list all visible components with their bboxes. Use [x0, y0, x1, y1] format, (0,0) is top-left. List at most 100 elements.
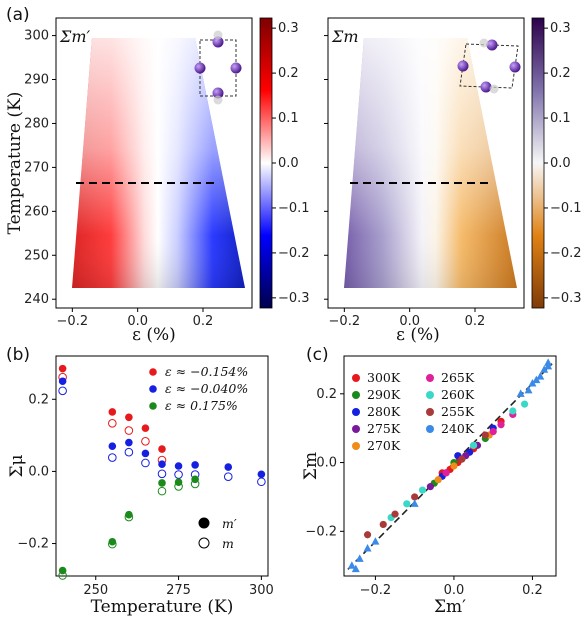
- y-tick-label: 0.2: [316, 387, 337, 402]
- y-tick-label: 0.2: [28, 392, 49, 407]
- heatmap-1-frame: [55, 17, 253, 309]
- data-point-m: [124, 447, 134, 457]
- data-point-m-prime: [58, 377, 67, 386]
- data-point: [544, 358, 553, 366]
- data-point: [469, 441, 478, 449]
- x-tick-label: 0.0: [444, 583, 465, 598]
- data-point: [363, 544, 372, 552]
- colorbar-1: [259, 17, 273, 309]
- data-point-m-prime: [224, 463, 233, 471]
- colorbar-tick-label: −0.2: [278, 246, 310, 261]
- panel-b-xlabel: Temperature (K): [91, 597, 234, 617]
- marker-legend-symbol: [198, 537, 210, 549]
- data-point-m: [157, 486, 167, 496]
- y-tick-label: 290: [24, 73, 49, 88]
- legend-marker: [352, 374, 360, 382]
- data-point-m: [141, 458, 150, 468]
- data-point-m-prime: [158, 479, 166, 487]
- legend-label: ε ≈ −0.154%: [165, 364, 248, 379]
- epsilon-axis-label-1: ε (%): [132, 325, 176, 345]
- data-point-m-prime: [125, 438, 133, 447]
- data-point: [434, 476, 442, 484]
- x-tick-label: 0.2: [522, 583, 543, 598]
- x-tick-label: 300: [249, 583, 274, 598]
- colorbar-tick-label: −0.1: [550, 201, 582, 216]
- panel-label-b: (b): [6, 345, 30, 365]
- marker-legend-symbol: [198, 517, 210, 529]
- data-point: [411, 493, 419, 501]
- data-point-m-prime: [141, 424, 150, 432]
- colorbar-tick-label: 0.0: [550, 156, 571, 171]
- epsilon-axis-label-2: ε (%): [396, 325, 440, 345]
- legend-marker: [352, 442, 360, 450]
- panel-label-a: (a): [6, 5, 30, 25]
- data-point-m-prime: [191, 475, 199, 484]
- data-point-m-prime: [191, 461, 199, 469]
- y-tick-label: −0.2: [17, 537, 49, 552]
- legend-label: ε ≈ 0.175%: [165, 398, 238, 413]
- data-point-m: [157, 469, 167, 479]
- data-point: [442, 469, 450, 477]
- data-point: [363, 531, 372, 539]
- data-point: [351, 564, 360, 573]
- data-point-m-prime: [125, 413, 133, 422]
- legend-marker: [426, 391, 434, 399]
- map-2-title: Σm: [331, 27, 358, 46]
- data-point-m-prime: [174, 478, 183, 487]
- panel-b: 250 275 300 0.2 0.0 −0.2 ε ≈ −0.154% ε ≈ −0.04…: [7, 355, 274, 617]
- legend-label: ε ≈ −0.040%: [165, 381, 248, 396]
- legend-label: 240K: [441, 421, 475, 436]
- data-point-m-prime: [58, 364, 67, 373]
- heatmap-m-prime: Σm′ 240 250 260 270 280 290 300 −0.2 0.0 0.2 Tem…: [5, 17, 310, 345]
- legend-label: 255K: [441, 404, 475, 419]
- colorbar-tick-label: −0.2: [550, 246, 582, 261]
- data-point: [536, 372, 545, 380]
- y-tick-label: 300: [24, 29, 49, 44]
- legend-marker: [426, 425, 434, 433]
- legend-label: 270K: [367, 438, 401, 453]
- data-point-m: [174, 470, 183, 479]
- legend-label: 300K: [367, 370, 401, 385]
- temperature-axis-label: Temperature (K): [5, 92, 25, 235]
- data-point-m: [108, 453, 117, 462]
- panel-b-frame: [55, 355, 269, 577]
- data-point: [497, 421, 505, 429]
- lattice-inset-1: [194, 30, 242, 105]
- x-tick-label: 275: [166, 583, 191, 598]
- data-point: [379, 520, 387, 529]
- x-tick-label: −0.2: [57, 314, 89, 329]
- colorbar-2: [531, 17, 545, 309]
- colorbar-tick-label: 0.1: [550, 111, 571, 126]
- y-tick-label: 250: [24, 248, 49, 263]
- data-point: [391, 510, 399, 518]
- colorbar-tick-label: −0.3: [550, 291, 582, 306]
- data-point: [410, 499, 419, 507]
- colorbar-tick-label: −0.1: [278, 201, 310, 216]
- data-point: [524, 385, 533, 394]
- colorbar-tick-label: 0.3: [278, 21, 299, 36]
- data-point: [532, 375, 541, 384]
- legend-label: 260K: [441, 387, 475, 402]
- data-point: [509, 407, 517, 415]
- y-tick-label: 0.0: [316, 456, 337, 471]
- data-point: [540, 365, 549, 373]
- data-point-m: [257, 477, 266, 487]
- data-point-m-prime: [108, 537, 117, 546]
- legend-marker: [352, 391, 360, 399]
- legend-marker: [149, 402, 157, 410]
- legend-label: 275K: [367, 421, 401, 436]
- x-tick-label: −0.2: [329, 314, 361, 329]
- colorbar-tick-label: 0.1: [278, 111, 299, 126]
- data-point: [418, 486, 427, 494]
- data-point: [520, 400, 529, 408]
- panel-label-c: (c): [306, 345, 329, 365]
- x-tick-label: −0.2: [360, 583, 392, 598]
- x-tick-label: 0.2: [193, 314, 214, 329]
- panel-b-ylabel: Σμ: [7, 454, 27, 477]
- data-point-m-prime: [141, 449, 150, 458]
- data-point-m-prime: [108, 408, 117, 416]
- data-point: [403, 500, 411, 508]
- x-tick-label: 0.0: [399, 314, 420, 329]
- colorbar-tick-label: 0.2: [278, 66, 299, 81]
- panel-c: −0.2 0.0 0.2 0.2 0.0 −0.2 300K 290K 280K 275K 270…: [301, 355, 557, 617]
